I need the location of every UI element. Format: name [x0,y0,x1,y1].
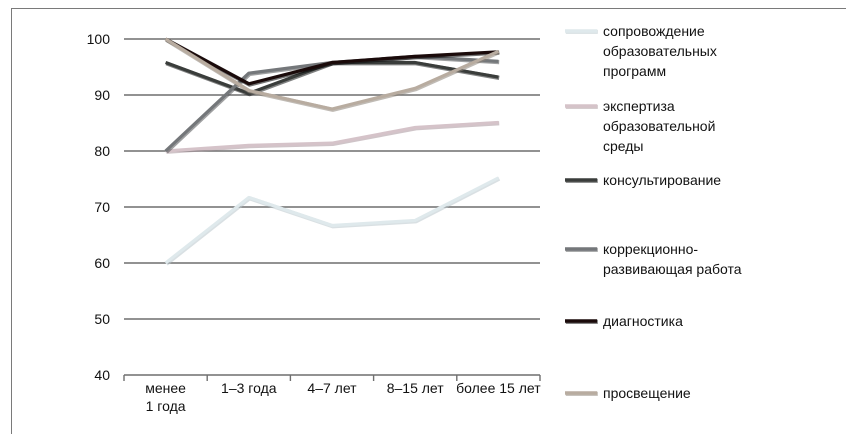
series-lines [164,37,501,266]
y-tick-label: 50 [94,311,110,327]
legend-item-5-label: диагностика [603,313,683,329]
legend-item-4: коррекционно-развивающая работа [565,241,742,277]
legend-item-3-label: консультирование [603,172,721,188]
legend-item-2-label: экспертиза образовательной среды [603,98,715,154]
grid-lines [124,38,540,320]
chart-frame [11,8,846,434]
x-tick-labels: менее 1 года 1–3 года 4–7 лет 8–15 лет более … [145,380,541,414]
y-tick-label: 60 [94,255,110,271]
series-5-line [164,37,499,86]
y-tick-label: 80 [94,143,110,159]
legend-item-4-label: коррекционно-развивающая работа [603,241,742,277]
axes [123,374,541,381]
legend-item-5: диагностика [565,313,683,329]
y-tick-labels: 40 50 60 70 80 90 100 [87,31,111,383]
legend-item-3: консультирование [565,172,721,188]
y-tick-label: 90 [94,87,110,103]
y-tick-label: 40 [94,367,110,383]
x-tick-label: 4–7 лет [307,380,357,396]
legend-item-6-label: просвещение [603,385,691,401]
series-6-line [164,37,500,111]
legend-item-1: сопровождение образовательных программ [565,23,717,79]
y-tick-label: 100 [87,31,111,47]
x-tick-label: более 15 лет [456,380,541,396]
legend-item-1-label: сопровождение образовательных программ [603,23,717,79]
series-1-line [164,176,500,265]
x-tick-label: менее 1 года [145,380,186,414]
x-tick-label: 1–3 года [221,380,277,396]
legend-item-2: экспертиза образовательной среды [565,98,715,154]
x-tick-label: 8–15 лет [387,380,445,396]
series-2-line [165,120,499,153]
legend-item-6: просвещение [565,385,691,401]
legend: сопровождение образовательных программ эксп… [565,23,742,401]
y-tick-label: 70 [94,199,110,215]
